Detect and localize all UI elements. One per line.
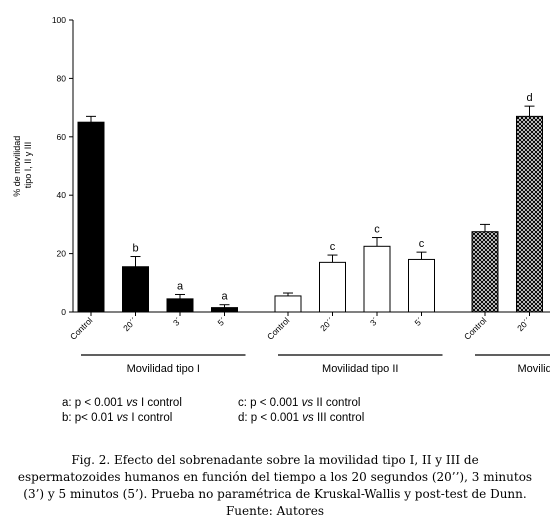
group-label: Movilidad tipo II	[322, 363, 398, 375]
bar	[166, 298, 194, 313]
y-axis-label: % de movilidad tipo I, II y III	[12, 133, 33, 197]
group-label: Movilidad tipo III	[518, 363, 550, 375]
y-tick-label: 0	[61, 307, 66, 317]
y-tick-label: 80	[57, 73, 67, 83]
significance-label: a	[221, 291, 228, 303]
group-labels: Movilidad tipo I Movilidad tipo II Movilid…	[81, 354, 550, 375]
bar	[319, 261, 346, 313]
caption-line-2: espermatozoides humanos en función del t…	[17, 470, 533, 484]
x-tick-label: Control	[265, 315, 292, 342]
legend-d-post: III control	[313, 412, 365, 424]
legend-c-post: II control	[313, 397, 361, 409]
bar	[274, 295, 302, 313]
significance-label: c	[374, 224, 380, 236]
significance-label: d	[526, 92, 532, 104]
y-axis: 0 20 40 60 80 100	[52, 15, 74, 317]
significance-label: a	[177, 280, 184, 292]
legend-right: c: p < 0.001 vs II control d: p < 0.001 …	[238, 396, 364, 426]
bar	[77, 121, 105, 313]
bar	[363, 245, 391, 313]
x-tick-label: 3´	[368, 315, 381, 328]
x-tick-label: 5´	[215, 315, 228, 328]
legend-d-vs: vs	[302, 412, 314, 424]
figure-caption: Fig. 2. Efecto del sobrenadante sobre la…	[0, 452, 550, 520]
caption-line-4: Fuente: Autores	[225, 504, 325, 518]
significance-label: c	[419, 238, 425, 250]
bar	[122, 266, 149, 313]
x-tick-label: Control	[68, 315, 95, 342]
legend-a-pre: a: p < 0.001	[62, 397, 127, 409]
caption-line-1: Fig. 2. Efecto del sobrenadante sobre la…	[71, 453, 479, 467]
significance-label: b	[132, 243, 138, 255]
bar	[516, 115, 543, 313]
legend-a-vs: vs	[126, 397, 138, 409]
x-tick-label: 3´	[171, 315, 184, 328]
legend-item-c: c: p < 0.001 vs II control	[238, 396, 364, 411]
x-tick-label: 5´	[412, 315, 425, 328]
legend-left: a: p < 0.001 vs I control b: p< 0.01 vs …	[62, 396, 182, 426]
y-tick-label: 60	[57, 132, 67, 142]
legend-c-vs: vs	[301, 397, 314, 409]
legend-b-pre: b: p< 0.01	[62, 412, 117, 424]
bar	[408, 258, 435, 313]
x-tick-label: Control	[462, 315, 489, 342]
legend-b-post: I control	[128, 412, 173, 424]
group-label: Movilidad tipo I	[127, 363, 200, 375]
legend-d-pre: d: p < 0.001	[238, 412, 303, 424]
x-tick-label: 20´´	[121, 315, 139, 333]
x-tick-label: 20´´	[318, 315, 336, 333]
legend-b-vs: vs	[116, 412, 129, 424]
x-axis: Control 20´´ 3´ 5´ Control 20´´ 3´ 5´ Control 20´…	[68, 311, 550, 342]
x-tick-label: 20´´	[515, 315, 533, 333]
y-tick-label: 100	[52, 15, 66, 25]
y-tick-label: 20	[57, 249, 67, 259]
legend-item-d: d: p < 0.001 vs III control	[238, 411, 364, 426]
significance-label: c	[330, 241, 336, 253]
legend-item-b: b: p< 0.01 vs I control	[62, 411, 182, 426]
y-axis-label-line2: tipo I, II y III	[23, 142, 33, 189]
legend-a-post: I control	[137, 397, 182, 409]
legend-item-a: a: p < 0.001 vs I control	[62, 396, 182, 411]
y-axis-label-line1: % de movilidad	[12, 136, 22, 197]
bar	[471, 231, 499, 313]
legend-c-pre: c: p < 0.001	[238, 397, 302, 409]
caption-line-3: (3’) y 5 minutos (5’). Prueba no paramét…	[23, 487, 527, 501]
bars: baacccddd	[77, 92, 543, 313]
y-tick-label: 40	[57, 190, 67, 200]
bar	[211, 307, 238, 313]
